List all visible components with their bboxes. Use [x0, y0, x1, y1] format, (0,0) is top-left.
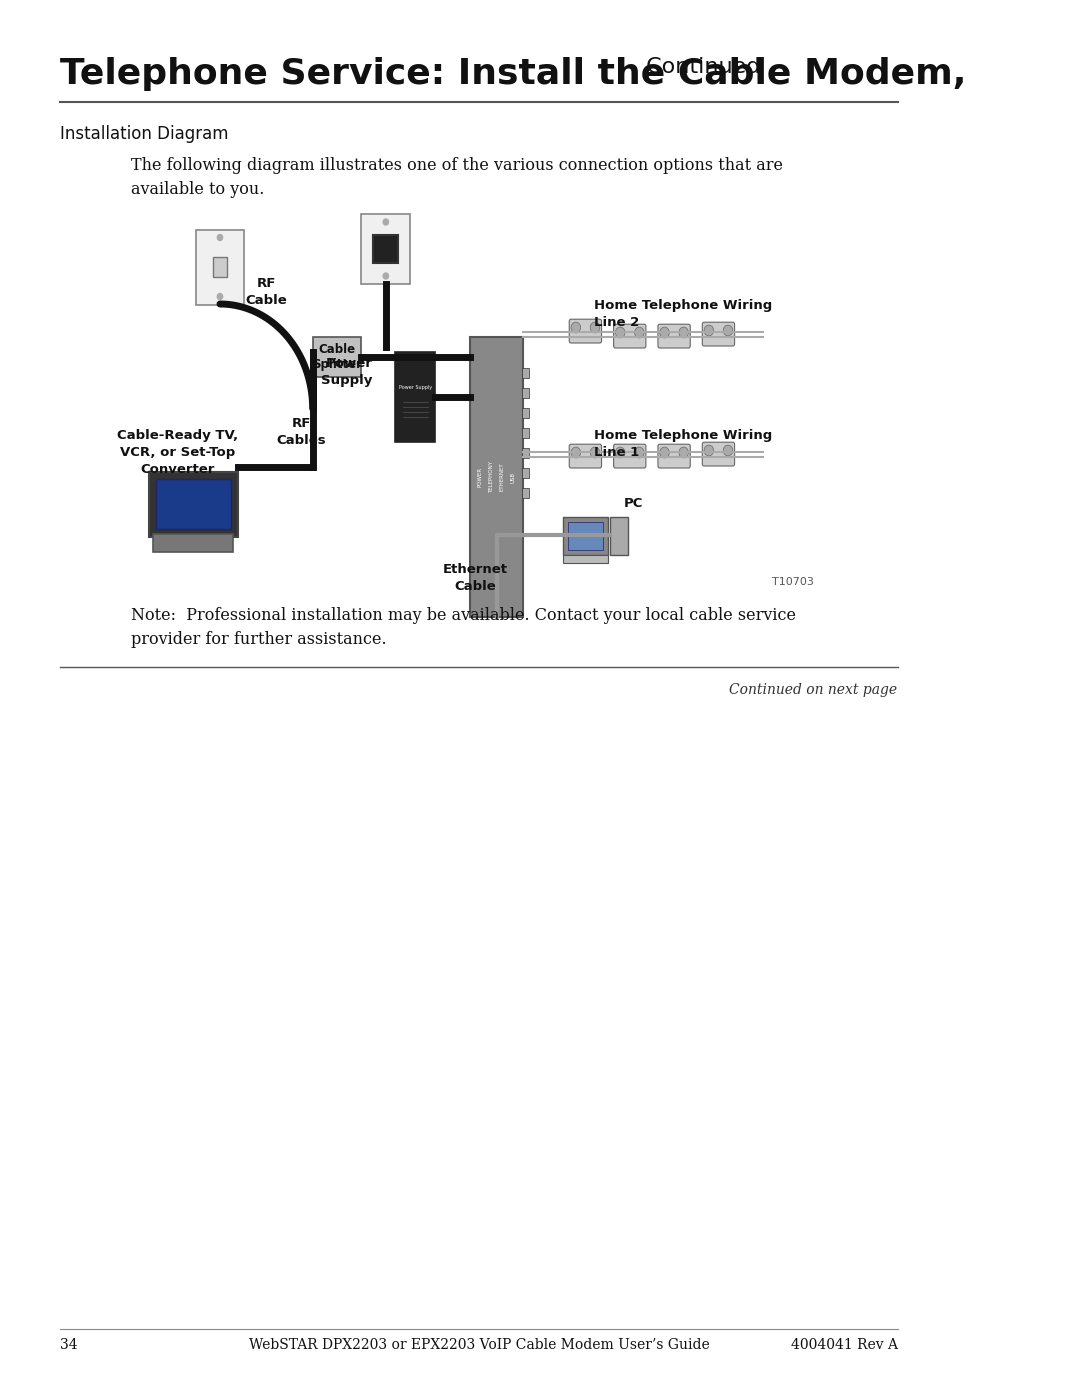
FancyBboxPatch shape: [568, 522, 603, 550]
FancyBboxPatch shape: [213, 257, 227, 277]
FancyBboxPatch shape: [702, 443, 734, 467]
Circle shape: [704, 446, 714, 455]
FancyBboxPatch shape: [613, 324, 646, 348]
FancyBboxPatch shape: [149, 472, 238, 536]
FancyBboxPatch shape: [658, 324, 690, 348]
FancyBboxPatch shape: [362, 214, 410, 284]
Circle shape: [616, 447, 625, 458]
FancyBboxPatch shape: [374, 235, 399, 263]
Text: T10703: T10703: [772, 577, 813, 587]
FancyBboxPatch shape: [569, 319, 602, 344]
Text: Ethernet
Cable: Ethernet Cable: [443, 563, 508, 592]
Circle shape: [616, 327, 625, 338]
Text: Continued: Continued: [638, 57, 760, 77]
Circle shape: [590, 323, 599, 332]
Text: WebSTAR DPX2203 or EPX2203 VoIP Cable Modem User’s Guide: WebSTAR DPX2203 or EPX2203 VoIP Cable Mo…: [248, 1338, 710, 1352]
FancyBboxPatch shape: [658, 444, 690, 468]
Text: Telephone Service: Install the Cable Modem,: Telephone Service: Install the Cable Mod…: [60, 57, 967, 91]
FancyBboxPatch shape: [157, 479, 231, 529]
Text: Home Telephone Wiring
Line 2: Home Telephone Wiring Line 2: [594, 299, 772, 330]
FancyBboxPatch shape: [522, 408, 528, 418]
Circle shape: [217, 235, 222, 240]
Circle shape: [679, 447, 688, 458]
Text: RF
Cable: RF Cable: [245, 277, 287, 307]
Text: Cable-Ready TV,
VCR, or Set-Top
Converter: Cable-Ready TV, VCR, or Set-Top Converte…: [117, 429, 238, 476]
FancyBboxPatch shape: [522, 448, 528, 458]
Circle shape: [679, 327, 688, 338]
Circle shape: [217, 293, 222, 299]
Text: Home Telephone Wiring
Line 1: Home Telephone Wiring Line 1: [594, 429, 772, 460]
Text: POWER
TELEPHONY
ETHERNET
USB: POWER TELEPHONY ETHERNET USB: [477, 461, 516, 493]
Circle shape: [571, 323, 581, 332]
Text: 34: 34: [60, 1338, 78, 1352]
FancyBboxPatch shape: [153, 534, 233, 552]
Circle shape: [724, 326, 733, 335]
Text: Note:  Professional installation may be available. Contact your local cable serv: Note: Professional installation may be a…: [132, 608, 796, 647]
Text: 4004041 Rev A: 4004041 Rev A: [791, 1338, 897, 1352]
Circle shape: [383, 272, 389, 279]
Text: RF
Cables: RF Cables: [276, 416, 326, 447]
FancyBboxPatch shape: [312, 337, 362, 377]
FancyBboxPatch shape: [470, 337, 524, 617]
Text: Installation Diagram: Installation Diagram: [60, 124, 229, 142]
FancyBboxPatch shape: [569, 444, 602, 468]
Circle shape: [383, 219, 389, 225]
FancyBboxPatch shape: [522, 367, 528, 379]
FancyBboxPatch shape: [522, 427, 528, 439]
FancyBboxPatch shape: [613, 444, 646, 468]
FancyBboxPatch shape: [522, 468, 528, 478]
Circle shape: [660, 447, 670, 458]
Text: Power
Supply: Power Supply: [321, 358, 373, 387]
Text: Cable
Splitter: Cable Splitter: [312, 344, 362, 372]
Text: Continued on next page: Continued on next page: [729, 683, 897, 697]
Circle shape: [660, 327, 670, 338]
Circle shape: [590, 447, 599, 458]
FancyBboxPatch shape: [702, 323, 734, 346]
Text: Power Supply: Power Supply: [399, 384, 432, 390]
Text: PC: PC: [623, 497, 643, 510]
Text: The following diagram illustrates one of the various connection options that are: The following diagram illustrates one of…: [132, 156, 783, 197]
Circle shape: [635, 327, 644, 338]
FancyBboxPatch shape: [564, 555, 608, 563]
FancyBboxPatch shape: [195, 229, 244, 305]
FancyBboxPatch shape: [522, 388, 528, 398]
Circle shape: [571, 447, 581, 458]
FancyBboxPatch shape: [564, 517, 608, 555]
FancyBboxPatch shape: [610, 517, 627, 555]
FancyBboxPatch shape: [522, 488, 528, 497]
Circle shape: [635, 447, 644, 458]
Circle shape: [704, 326, 714, 335]
FancyBboxPatch shape: [395, 352, 435, 441]
Circle shape: [724, 446, 733, 455]
